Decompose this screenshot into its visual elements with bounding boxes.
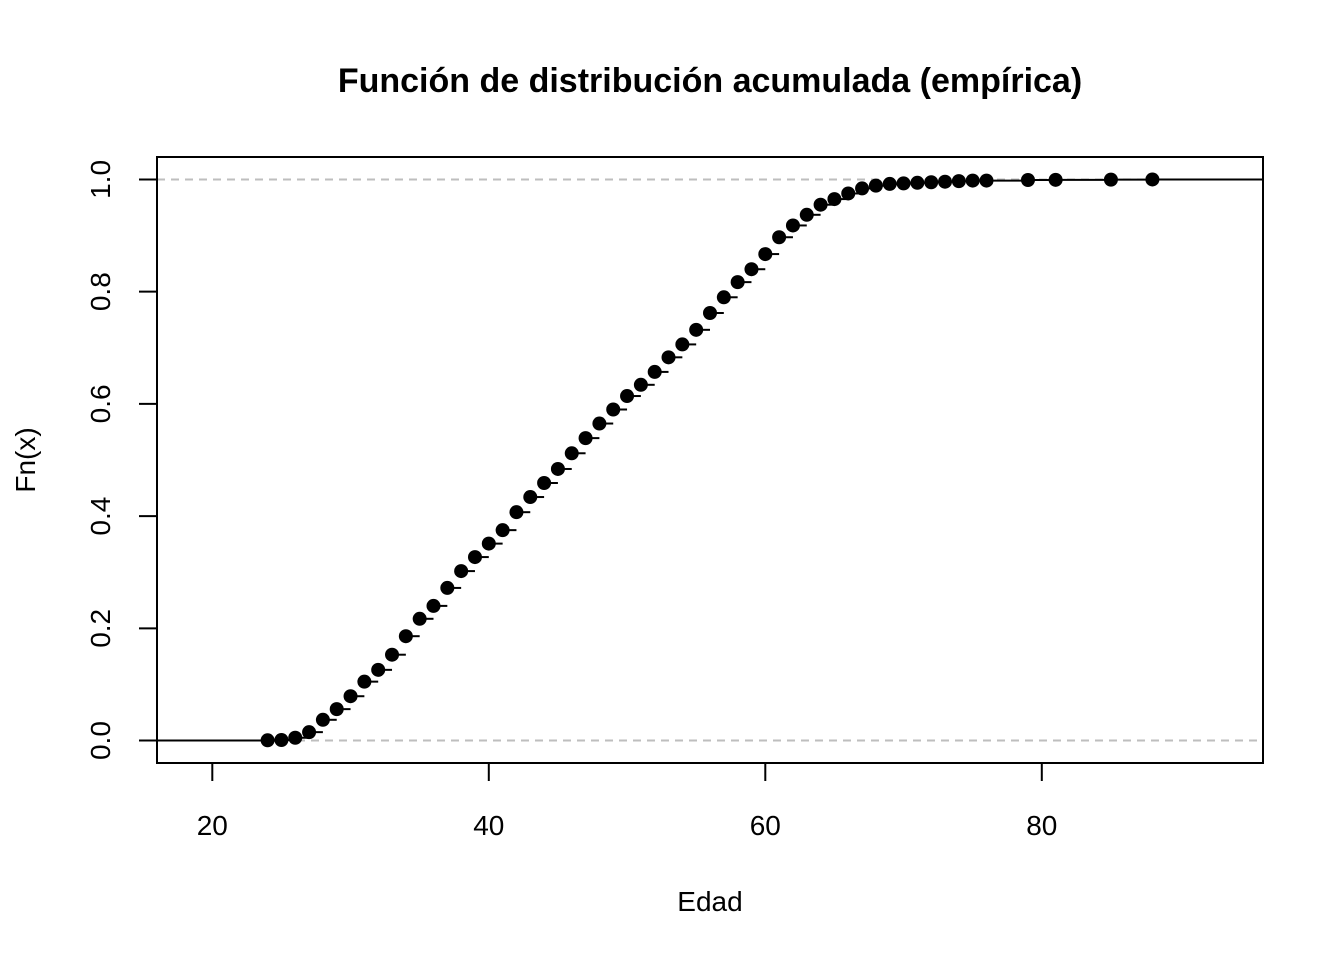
data-point	[703, 305, 717, 320]
data-point	[620, 389, 635, 404]
data-point	[827, 192, 842, 207]
data-point	[302, 725, 317, 740]
y-tick-label: 0.2	[85, 609, 116, 648]
ecdf-steps	[157, 178, 1263, 742]
data-point	[1020, 173, 1035, 188]
data-point	[744, 262, 759, 277]
plot-frame	[156, 156, 1264, 764]
y-tick-label: 1.0	[85, 160, 116, 199]
data-point	[965, 173, 980, 188]
x-tick-label: 80	[1026, 810, 1057, 841]
data-point	[523, 490, 538, 505]
y-tick-label: 0.4	[85, 497, 116, 536]
data-point	[689, 322, 704, 337]
data-point	[564, 446, 579, 461]
data-point	[412, 611, 427, 626]
x-tick-label: 20	[197, 810, 228, 841]
x-axis: 20 40 60 80	[197, 762, 1057, 841]
data-point	[730, 275, 745, 290]
data-point	[855, 181, 870, 196]
data-point	[882, 176, 897, 191]
data-point	[799, 207, 814, 222]
data-point	[938, 174, 953, 189]
data-point	[1145, 172, 1160, 187]
data-point	[343, 689, 358, 704]
x-tick-label: 60	[750, 810, 781, 841]
data-point	[592, 416, 607, 431]
data-point	[509, 505, 524, 520]
y-tick-label: 0.6	[85, 384, 116, 423]
data-point	[910, 175, 925, 190]
data-point	[440, 580, 455, 595]
data-point	[606, 402, 621, 417]
data-point	[537, 476, 552, 491]
data-point	[288, 730, 303, 745]
data-point	[260, 733, 275, 748]
data-point	[772, 230, 787, 245]
data-point	[426, 598, 441, 613]
data-point	[661, 350, 676, 365]
data-point	[979, 173, 994, 188]
data-point	[481, 536, 496, 551]
data-point	[398, 629, 413, 644]
data-point	[315, 712, 330, 727]
y-tick-label: 0.0	[85, 721, 116, 760]
data-point	[274, 732, 289, 747]
data-point	[467, 550, 482, 565]
data-point	[896, 176, 911, 191]
data-point	[454, 564, 469, 579]
x-axis-label: Edad	[677, 886, 742, 917]
data-point	[813, 197, 828, 212]
data-point	[550, 461, 565, 476]
data-point	[924, 175, 939, 190]
ecdf-points	[260, 172, 1160, 748]
y-axis: 0.0 0.2 0.4 0.6 0.8 1.0	[85, 160, 158, 760]
data-point	[578, 431, 593, 446]
data-point	[841, 186, 856, 201]
y-tick-label: 0.8	[85, 272, 116, 311]
data-point	[1048, 172, 1063, 187]
chart-title: Función de distribución acumulada (empír…	[338, 62, 1082, 100]
data-point	[647, 364, 662, 379]
data-point	[385, 647, 400, 662]
data-point	[495, 523, 510, 538]
y-axis-label: Fn(x)	[10, 427, 41, 492]
data-point	[1103, 172, 1118, 187]
data-point	[868, 178, 883, 193]
data-point	[951, 174, 966, 189]
data-point	[716, 290, 731, 305]
data-point	[758, 247, 773, 262]
data-point	[633, 377, 648, 392]
data-point	[785, 218, 800, 233]
x-tick-label: 40	[473, 810, 504, 841]
data-point	[357, 674, 372, 689]
data-point	[675, 337, 690, 352]
reference-lines	[157, 178, 1263, 742]
data-point	[329, 702, 344, 717]
data-point	[371, 662, 386, 677]
